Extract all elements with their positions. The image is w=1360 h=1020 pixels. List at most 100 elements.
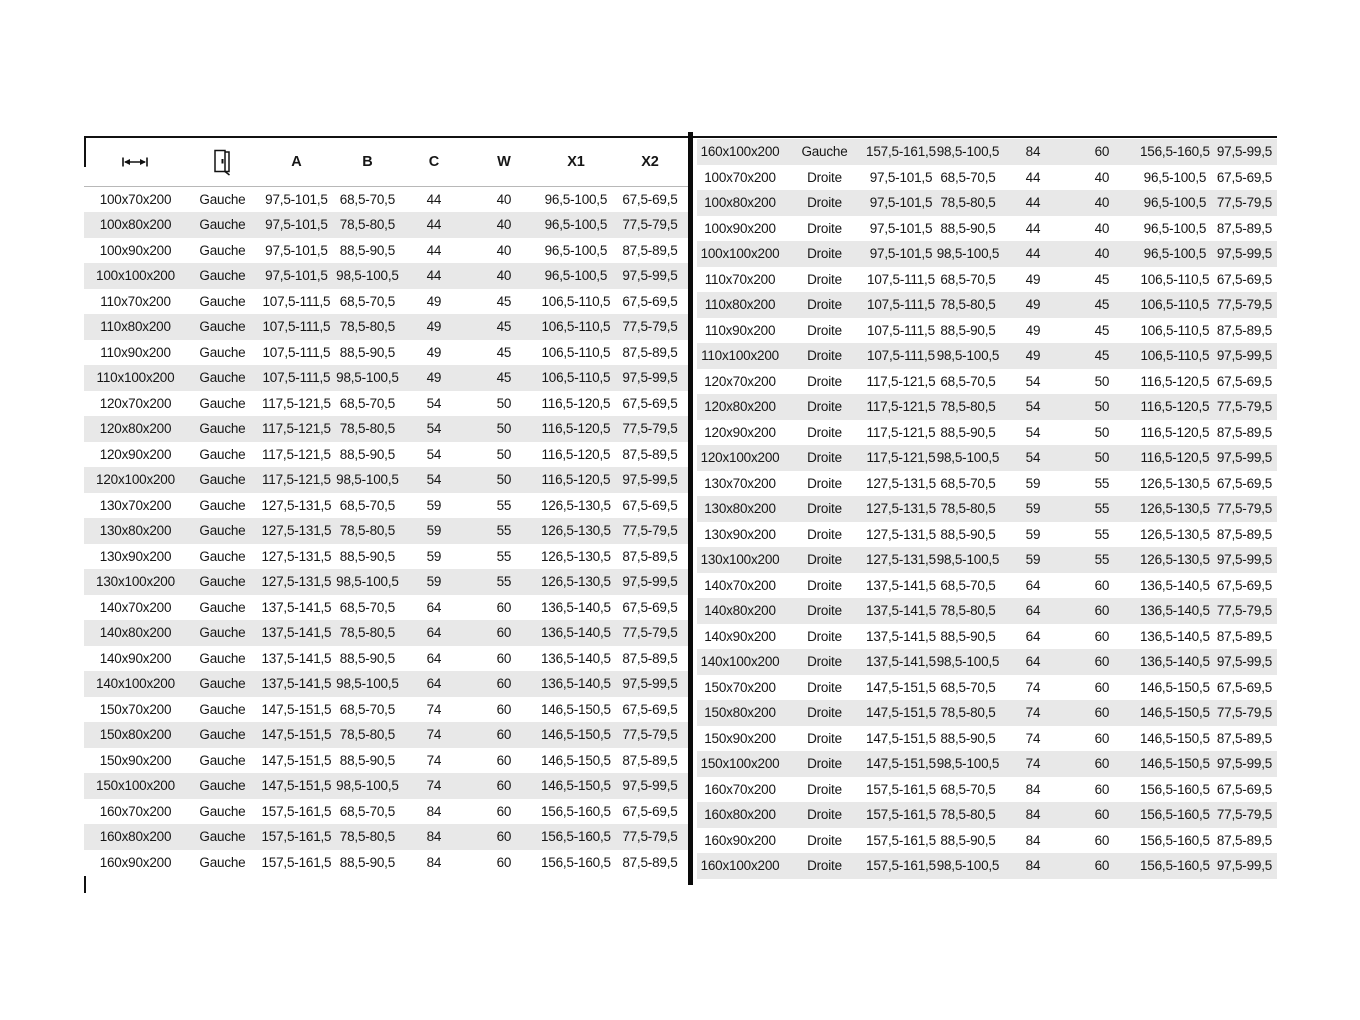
dimension-cell: 160x80x200 bbox=[704, 807, 776, 823]
dimension-cell: 100x70x200 bbox=[704, 169, 776, 185]
a-cell: 107,5-111,5 bbox=[262, 293, 331, 309]
dimension-cell: 150x70x200 bbox=[704, 679, 776, 695]
x1-cell: 96,5-100,5 bbox=[1143, 169, 1207, 185]
b-cell: 68,5-70,5 bbox=[940, 373, 996, 389]
c-cell: 59 bbox=[1025, 501, 1041, 517]
dimension-cell: 160x90x200 bbox=[704, 832, 776, 848]
w-cell: 60 bbox=[1094, 807, 1110, 823]
a-cell: 127,5-131,5 bbox=[261, 548, 332, 564]
x1-cell: 116,5-120,5 bbox=[1140, 450, 1210, 466]
side-cell: Droite bbox=[807, 297, 842, 313]
w-cell: 60 bbox=[1094, 654, 1110, 670]
c-cell: 59 bbox=[426, 497, 442, 513]
b-cell: 68,5-70,5 bbox=[940, 679, 996, 695]
x1-cell: 156,5-160,5 bbox=[540, 854, 611, 870]
w-cell: 55 bbox=[1094, 526, 1110, 542]
a-cell: 137,5-141,5 bbox=[866, 628, 936, 644]
side-cell: Droite bbox=[807, 246, 842, 262]
x2-cell: 77,5-79,5 bbox=[1216, 501, 1273, 517]
b-cell: 78,5-80,5 bbox=[940, 807, 996, 823]
frame-left-tick-bottom bbox=[84, 876, 86, 893]
table-row: 150x70x200 Gauche 147,5-151,5 68,5-70,5 74 60… bbox=[84, 697, 688, 723]
b-cell: 68,5-70,5 bbox=[940, 475, 996, 491]
x1-cell: 116,5-120,5 bbox=[541, 395, 611, 411]
column-header-w: W bbox=[467, 138, 540, 187]
a-cell: 127,5-131,5 bbox=[866, 526, 936, 542]
b-cell: 68,5-70,5 bbox=[339, 599, 396, 615]
w-cell: 55 bbox=[496, 574, 512, 590]
a-cell: 97,5-101,5 bbox=[265, 217, 328, 233]
table-row: 130x70x200 Droite 127,5-131,5 68,5-70,5 59 55… bbox=[697, 471, 1277, 497]
w-cell: 60 bbox=[1094, 705, 1110, 721]
table-row: 160x70x200 Gauche 157,5-161,5 68,5-70,5 84 60… bbox=[84, 799, 688, 825]
dimension-cell: 140x80x200 bbox=[99, 625, 172, 641]
a-cell: 157,5-161,5 bbox=[866, 858, 936, 874]
side-cell: Gauche bbox=[199, 854, 246, 870]
x2-cell: 97,5-99,5 bbox=[622, 676, 678, 692]
x1-cell: 116,5-120,5 bbox=[541, 421, 611, 437]
side-cell: Gauche bbox=[199, 676, 246, 692]
b-cell: 68,5-70,5 bbox=[339, 803, 396, 819]
c-cell: 59 bbox=[1025, 475, 1041, 491]
a-cell: 127,5-131,5 bbox=[261, 523, 332, 539]
a-cell: 97,5-101,5 bbox=[869, 195, 933, 211]
x1-cell: 146,5-150,5 bbox=[1139, 679, 1210, 695]
c-cell: 44 bbox=[426, 217, 442, 233]
w-cell: 60 bbox=[1094, 858, 1110, 874]
dimension-cell: 140x90x200 bbox=[704, 628, 776, 644]
b-cell: 78,5-80,5 bbox=[940, 603, 996, 619]
dimension-cell: 110x70x200 bbox=[704, 271, 776, 287]
b-cell: 68,5-70,5 bbox=[940, 577, 996, 593]
table-row: 160x70x200 Droite 157,5-161,5 68,5-70,5 84 60… bbox=[697, 777, 1277, 803]
a-cell: 107,5-111,5 bbox=[867, 348, 935, 364]
dimension-cell: 120x70x200 bbox=[704, 373, 776, 389]
a-cell: 137,5-141,5 bbox=[866, 603, 936, 619]
table-row: 100x80x200 Droite 97,5-101,5 78,5-80,5 44 40 9… bbox=[697, 190, 1277, 216]
x2-cell: 67,5-69,5 bbox=[622, 497, 678, 513]
w-cell: 40 bbox=[496, 242, 512, 258]
door-side-column-header bbox=[186, 138, 258, 187]
a-cell: 117,5-121,5 bbox=[866, 399, 936, 415]
a-cell: 147,5-151,5 bbox=[261, 752, 332, 768]
c-cell: 64 bbox=[426, 676, 442, 692]
w-cell: 45 bbox=[496, 370, 512, 386]
b-cell: 88,5-90,5 bbox=[940, 220, 996, 236]
w-cell: 60 bbox=[1094, 730, 1110, 746]
c-cell: 64 bbox=[1025, 603, 1041, 619]
table-row: 110x70x200 Gauche 107,5-111,5 68,5-70,5 49 45… bbox=[84, 289, 688, 315]
dimension-cell: 160x100x200 bbox=[700, 144, 780, 160]
side-cell: Droite bbox=[807, 654, 842, 670]
dimension-cell: 140x70x200 bbox=[704, 577, 776, 593]
right-table-body: 160x100x200 Gauche 157,5-161,5 98,5-100,5 84… bbox=[697, 139, 1277, 879]
x1-cell: 136,5-140,5 bbox=[1139, 603, 1210, 619]
dimension-cell: 100x90x200 bbox=[99, 242, 172, 258]
column-header-x2: X2 bbox=[611, 138, 688, 187]
side-cell: Droite bbox=[807, 807, 842, 823]
x2-cell: 97,5-99,5 bbox=[622, 574, 678, 590]
a-cell: 117,5-121,5 bbox=[262, 395, 331, 411]
a-cell: 117,5-121,5 bbox=[866, 424, 936, 440]
dimension-cell: 130x70x200 bbox=[704, 475, 776, 491]
c-cell: 64 bbox=[1025, 577, 1041, 593]
table-row: 130x80x200 Gauche 127,5-131,5 78,5-80,5 59 55… bbox=[84, 518, 688, 544]
w-cell: 50 bbox=[496, 395, 512, 411]
side-cell: Gauche bbox=[199, 319, 246, 335]
x2-cell: 77,5-79,5 bbox=[622, 625, 678, 641]
w-cell: 45 bbox=[1094, 348, 1110, 364]
table-row: 110x90x200 Gauche 107,5-111,5 88,5-90,5 49 45… bbox=[84, 340, 688, 366]
b-cell: 98,5-100,5 bbox=[936, 552, 1000, 568]
x2-cell: 67,5-69,5 bbox=[1216, 781, 1273, 797]
x2-cell: 97,5-99,5 bbox=[1216, 144, 1273, 160]
c-cell: 49 bbox=[426, 319, 442, 335]
side-cell: Gauche bbox=[199, 217, 246, 233]
x1-cell: 106,5-110,5 bbox=[541, 319, 611, 335]
c-cell: 84 bbox=[426, 803, 442, 819]
table-row: 120x100x200 Gauche 117,5-121,5 98,5-100,5 54… bbox=[84, 467, 688, 493]
dimension-cell: 100x70x200 bbox=[99, 192, 172, 207]
b-cell: 78,5-80,5 bbox=[940, 399, 996, 415]
x2-cell: 67,5-69,5 bbox=[1216, 577, 1273, 593]
dimension-cell: 130x90x200 bbox=[704, 526, 776, 542]
x2-cell: 67,5-69,5 bbox=[622, 395, 678, 411]
c-cell: 59 bbox=[426, 523, 442, 539]
b-cell: 88,5-90,5 bbox=[940, 730, 996, 746]
